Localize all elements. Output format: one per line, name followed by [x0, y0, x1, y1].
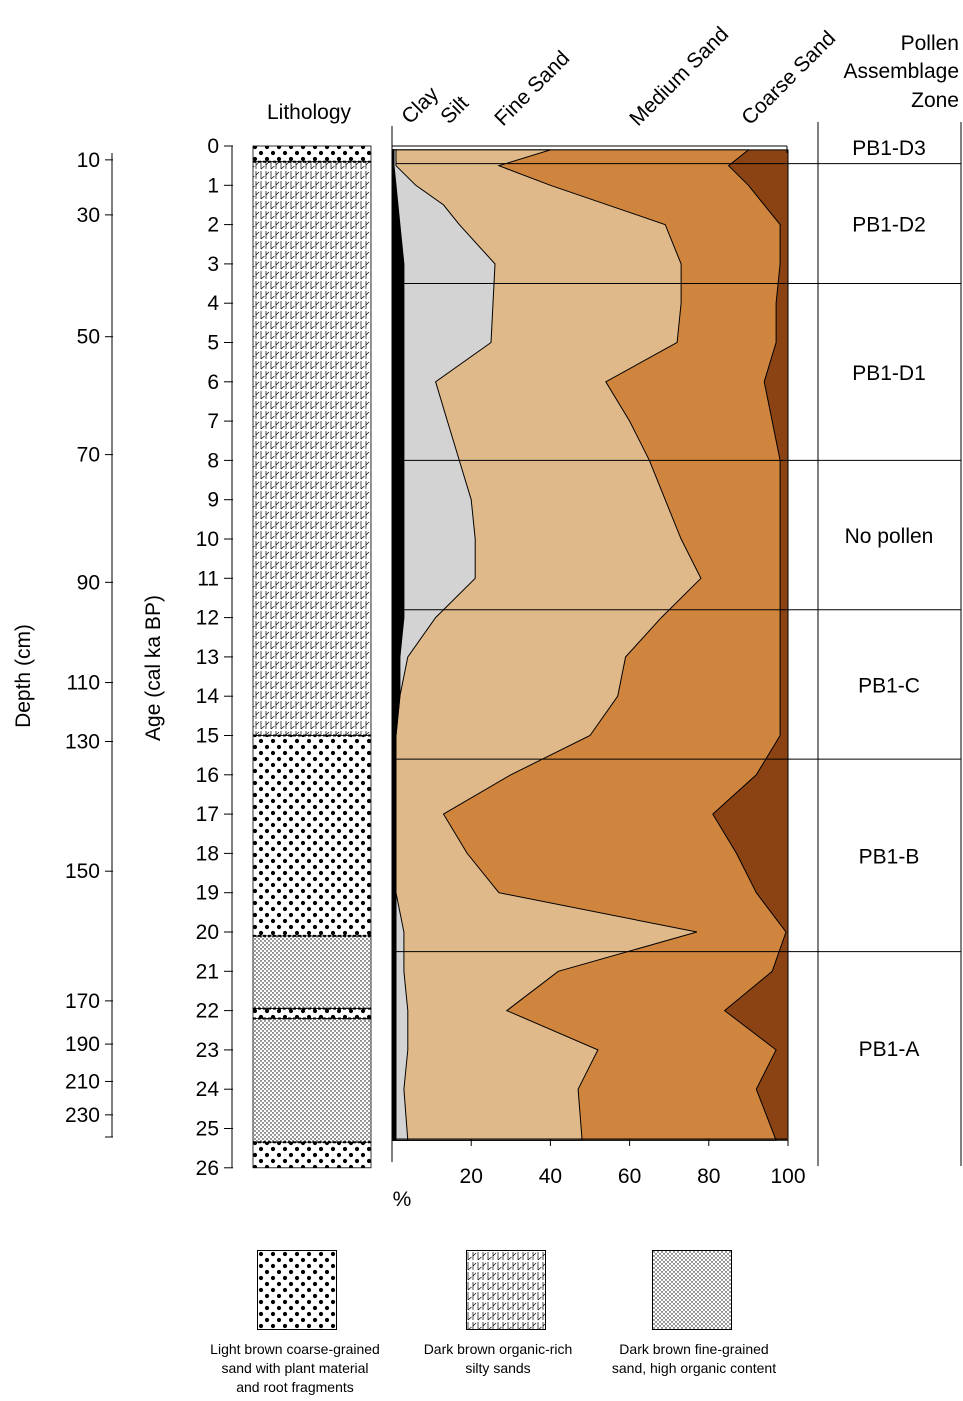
age-tick-label: 9: [207, 489, 219, 512]
age-tick-label: 18: [196, 842, 219, 865]
lithology-unit-fine: [252, 1018, 372, 1143]
age-axis-label: Age (cal ka BP): [142, 595, 165, 741]
x-tick-label: 100: [770, 1165, 805, 1188]
age-tick-label: 20: [196, 921, 219, 944]
pollen-zone-label: PB1-A: [859, 1038, 920, 1061]
depth-tick-label: 50: [77, 326, 100, 349]
age-tick-label: 1: [207, 174, 219, 197]
series-area-silt: [391, 149, 496, 1141]
x-tick-label: 60: [618, 1165, 641, 1188]
age-tick-label: 5: [207, 332, 219, 355]
age-tick-label: 23: [196, 1039, 219, 1062]
x-axis: 20 40 60 80 100: [391, 1138, 806, 1188]
lithology-unit-coarse: [252, 1008, 372, 1019]
age-tick-label: 12: [196, 607, 219, 630]
depth-axis: 10 30 50 70 90 110 130 150 170 190 210 230: [65, 149, 113, 1138]
pollen-zone-label: PB1-D2: [852, 214, 926, 237]
legend-label-fine-sand: Dark brown fine-grained sand, high organ…: [611, 1341, 777, 1376]
pollen-zone-header-line1: Pollen: [901, 32, 959, 55]
age-tick-label: 19: [196, 882, 219, 905]
pollen-zone-label: No pollen: [845, 525, 934, 548]
age-tick-label: 4: [207, 292, 219, 315]
lithology-column: [252, 145, 372, 1169]
legend-swatch-coarse-sand: [257, 1250, 337, 1330]
depth-tick-label: 130: [65, 731, 100, 754]
age-tick-label: 8: [207, 449, 219, 472]
depth-tick-label: 70: [77, 444, 100, 467]
age-tick-label: 17: [196, 803, 219, 826]
series-label-coarse-sand: Coarse Sand: [737, 27, 840, 130]
age-axis: 0123456789101112131415161718192021222324…: [196, 135, 233, 1180]
age-tick-label: 3: [207, 253, 219, 276]
pollen-zone-column: PB1-D3 PB1-D2 PB1-D1 No pollen PB1-C PB1-B PB1…: [396, 122, 962, 1166]
series-label-clay: Clay: [397, 82, 443, 128]
lithology-unit-coarse: [252, 145, 372, 163]
depth-tick-label: 150: [65, 860, 100, 883]
series-area-clay: [391, 149, 405, 1141]
pollen-zone-label: PB1-D3: [852, 137, 926, 160]
pollen-zone-header-line2: Assemblage: [843, 60, 959, 83]
legend-swatch-silty-sand: [466, 1250, 546, 1330]
x-tick-label: 20: [460, 1165, 483, 1188]
age-tick-label: 15: [196, 725, 219, 748]
age-tick-label: 16: [196, 764, 219, 787]
depth-tick-label: 210: [65, 1070, 100, 1093]
lithology-header: Lithology: [267, 101, 352, 124]
depth-tick-label: 190: [65, 1033, 100, 1056]
age-tick-label: 14: [196, 685, 220, 708]
series-label-silt: Silt: [436, 92, 473, 129]
legend-swatch-fine-sand: [652, 1250, 732, 1330]
x-axis-label: %: [393, 1188, 412, 1211]
depth-tick-label: 230: [65, 1104, 100, 1127]
age-tick-label: 2: [207, 214, 219, 237]
age-tick-label: 10: [196, 528, 219, 551]
age-tick-label: 22: [196, 1000, 219, 1023]
pollen-zone-label: PB1-C: [858, 674, 920, 697]
age-tick-label: 0: [207, 135, 219, 158]
depth-axis-label: Depth (cm): [12, 624, 35, 728]
grain-size-plot: [391, 126, 789, 1162]
age-tick-label: 13: [196, 646, 219, 669]
series-area-fine-sand: [391, 149, 702, 1141]
age-tick-label: 21: [196, 960, 219, 983]
lithology-unit-silty: [252, 161, 372, 736]
depth-tick-label: 90: [77, 571, 100, 594]
legend-label-silty-sand: Dark brown organic-rich silty sands: [423, 1341, 573, 1376]
age-tick-label: 26: [196, 1157, 219, 1180]
x-tick-label: 80: [697, 1165, 720, 1188]
age-tick-label: 24: [196, 1078, 220, 1101]
series-label-fine-sand: Fine Sand: [490, 47, 574, 131]
lithology-unit-coarse: [252, 1141, 372, 1169]
depth-tick-label: 10: [77, 149, 100, 172]
pollen-zone-label: PB1-B: [859, 845, 920, 868]
age-tick-label: 7: [207, 410, 219, 433]
series-label-medium-sand: Medium Sand: [625, 23, 733, 131]
pollen-zone-label: PB1-D1: [852, 362, 926, 385]
age-tick-label: 11: [197, 567, 219, 590]
pollen-zone-header-line3: Zone: [911, 89, 959, 112]
depth-tick-label: 110: [67, 672, 100, 695]
age-tick-label: 25: [196, 1118, 219, 1141]
lithology-unit-coarse: [252, 735, 372, 937]
age-tick-label: 6: [207, 371, 219, 394]
depth-tick-label: 30: [77, 204, 100, 227]
x-tick-label: 40: [539, 1165, 562, 1188]
legend-label-coarse-sand: Light brown coarse-grained sand with pla…: [210, 1341, 380, 1395]
depth-tick-label: 170: [65, 990, 100, 1013]
lithology-unit-fine: [252, 935, 372, 1010]
